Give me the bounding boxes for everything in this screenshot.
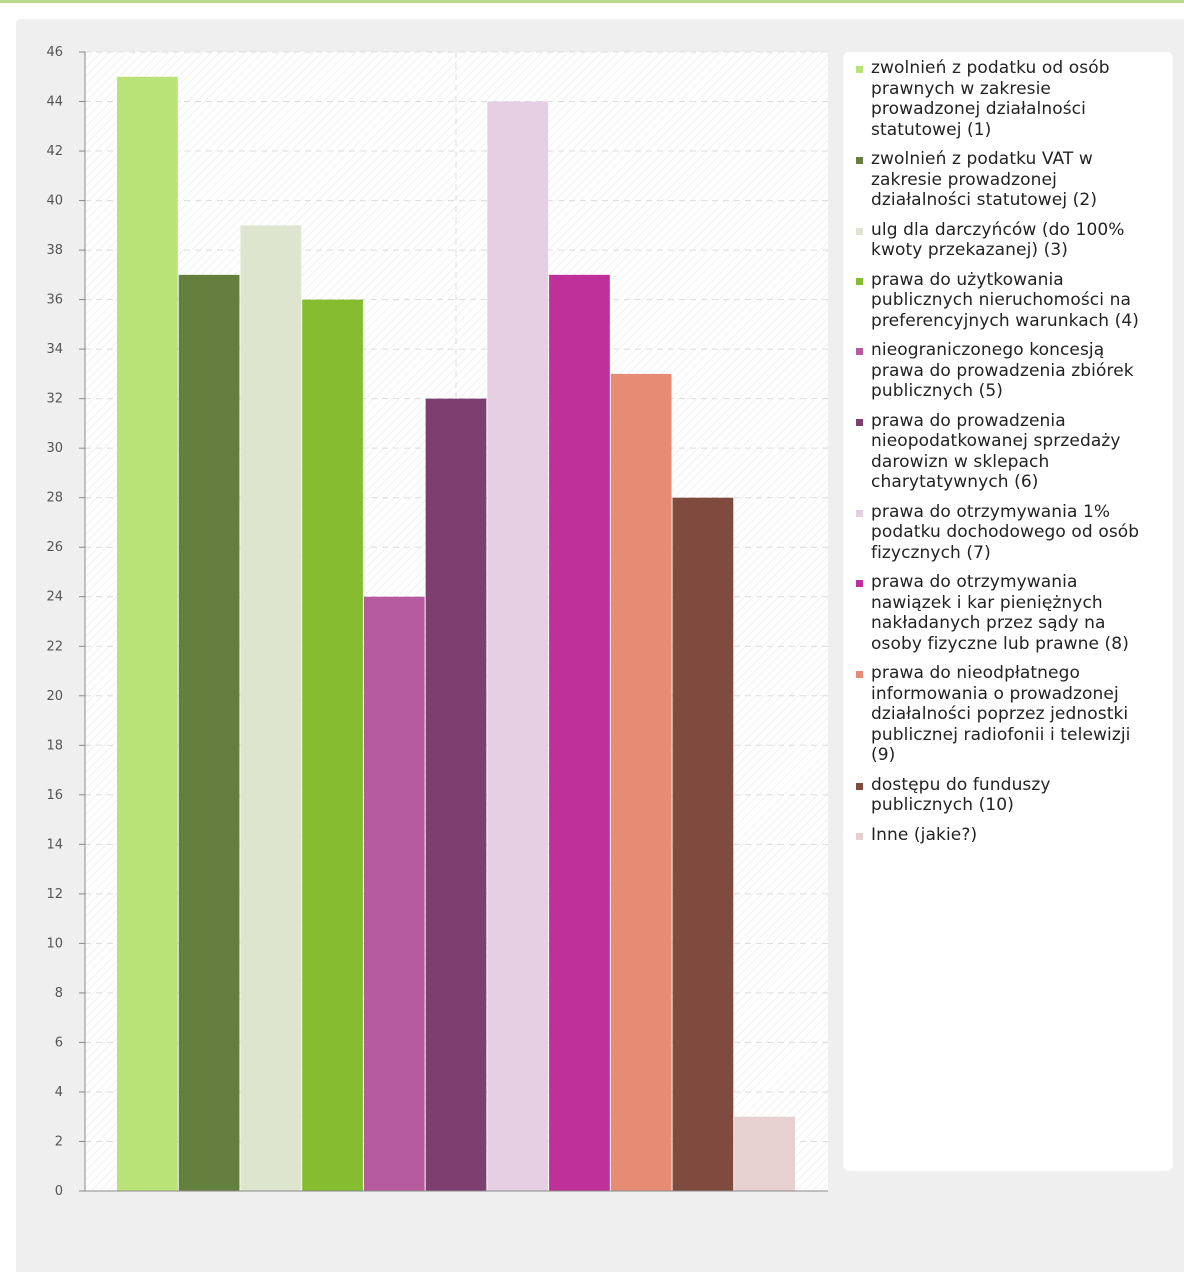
bar-8: [549, 274, 610, 1192]
y-tick-label: 32: [46, 392, 63, 407]
bar-3: [240, 225, 302, 1191]
legend-item-10: dostępu do funduszy publicznych (10): [856, 775, 1163, 816]
bar-4: [302, 299, 363, 1191]
legend-label: prawa do nieodpłatnego informowania o pr…: [871, 663, 1131, 765]
legend-label: prawa do otrzymywania nawiązek i kar pie…: [871, 572, 1129, 654]
legend-label: prawa do użytkowania publicznych nieruch…: [871, 269, 1139, 331]
legend-swatch: [856, 509, 863, 517]
bar-6: [425, 398, 487, 1191]
legend-swatch: [856, 157, 863, 164]
legend-swatch: [856, 418, 863, 426]
legend-item-5: nieograniczonego koncesją prawa do prowa…: [856, 340, 1163, 402]
legend-label: dostępu do funduszy publicznych (10): [871, 774, 1051, 816]
legend-item-4: prawa do użytkowania publicznych nieruch…: [856, 270, 1163, 332]
bars: [117, 76, 795, 1192]
y-tick-label: 36: [46, 293, 63, 308]
legend-label: zwolnień z podatku VAT w zakresie prowad…: [871, 149, 1098, 210]
bar-2: [178, 274, 240, 1192]
y-tick-label: 8: [55, 986, 63, 1001]
y-tick-label: 44: [46, 95, 63, 110]
bar-1: [117, 76, 178, 1191]
legend-label: prawa do prowadzenia nieopodatkowanej sp…: [871, 410, 1121, 493]
y-tick-label: 42: [46, 144, 63, 159]
y-tick-label: 0: [55, 1184, 63, 1199]
legend-label: prawa do otrzymywania 1% podatku dochodo…: [871, 501, 1140, 563]
bar-9: [610, 373, 672, 1191]
axes: 0246810121416182022242628303234363840424…: [46, 45, 828, 1199]
y-tick-label: 38: [46, 243, 63, 258]
legend-item-3: ulg dla darczyńców (do 100% kwoty przeka…: [856, 220, 1163, 261]
legend-swatch: [856, 782, 863, 790]
legend-swatch: [856, 671, 863, 678]
y-tick-label: 2: [55, 1134, 63, 1149]
y-tick-label: 12: [46, 887, 63, 902]
y-tick-label: 14: [46, 837, 63, 852]
legend-item-2: zwolnień z podatku VAT w zakresie prowad…: [856, 149, 1163, 211]
y-tick-label: 16: [46, 788, 63, 803]
legend-swatch: [856, 832, 863, 840]
legend-swatch: [856, 348, 863, 355]
y-tick-label: 24: [46, 590, 63, 605]
y-tick-label: 4: [55, 1085, 63, 1100]
legend-item-7: prawa do otrzymywania 1% podatku dochodo…: [856, 502, 1163, 564]
bar-11: [734, 1116, 795, 1191]
legend-swatch: [856, 227, 863, 235]
legend-swatch: [856, 277, 863, 285]
y-tick-label: 18: [46, 738, 63, 753]
legend-label: Inne (jakie?): [871, 824, 978, 845]
legend-label: ulg dla darczyńców (do 100% kwoty przeka…: [871, 219, 1125, 261]
legend: zwolnień z podatku od osób prawnych w za…: [843, 52, 1173, 1171]
legend-item-6: prawa do prowadzenia nieopodatkowanej sp…: [856, 411, 1163, 493]
bar-7: [487, 101, 549, 1191]
y-tick-label: 28: [46, 491, 63, 506]
y-tick-label: 34: [46, 342, 63, 357]
legend-label: zwolnień z podatku od osób prawnych w za…: [871, 58, 1110, 140]
y-tick-label: 40: [46, 194, 63, 209]
legend-label: nieograniczonego koncesją prawa do prowa…: [871, 340, 1134, 401]
bar-5: [363, 596, 425, 1191]
top-accent-line: [0, 0, 1184, 3]
bar-10: [672, 497, 734, 1191]
y-tick-label: 10: [46, 936, 63, 951]
y-tick-label: 6: [55, 1035, 63, 1050]
legend-swatch: [856, 580, 863, 587]
legend-swatch: [856, 66, 863, 73]
y-tick-label: 22: [46, 639, 63, 654]
legend-item-9: prawa do nieodpłatnego informowania o pr…: [856, 663, 1163, 766]
y-tick-label: 46: [46, 45, 63, 60]
legend-item-1: zwolnień z podatku od osób prawnych w za…: [856, 58, 1163, 140]
legend-item-11: Inne (jakie?): [856, 825, 1163, 846]
legend-item-8: prawa do otrzymywania nawiązek i kar pie…: [856, 572, 1163, 654]
y-tick-label: 26: [46, 540, 63, 555]
y-tick-label: 30: [46, 441, 63, 456]
y-tick-label: 20: [46, 689, 63, 704]
